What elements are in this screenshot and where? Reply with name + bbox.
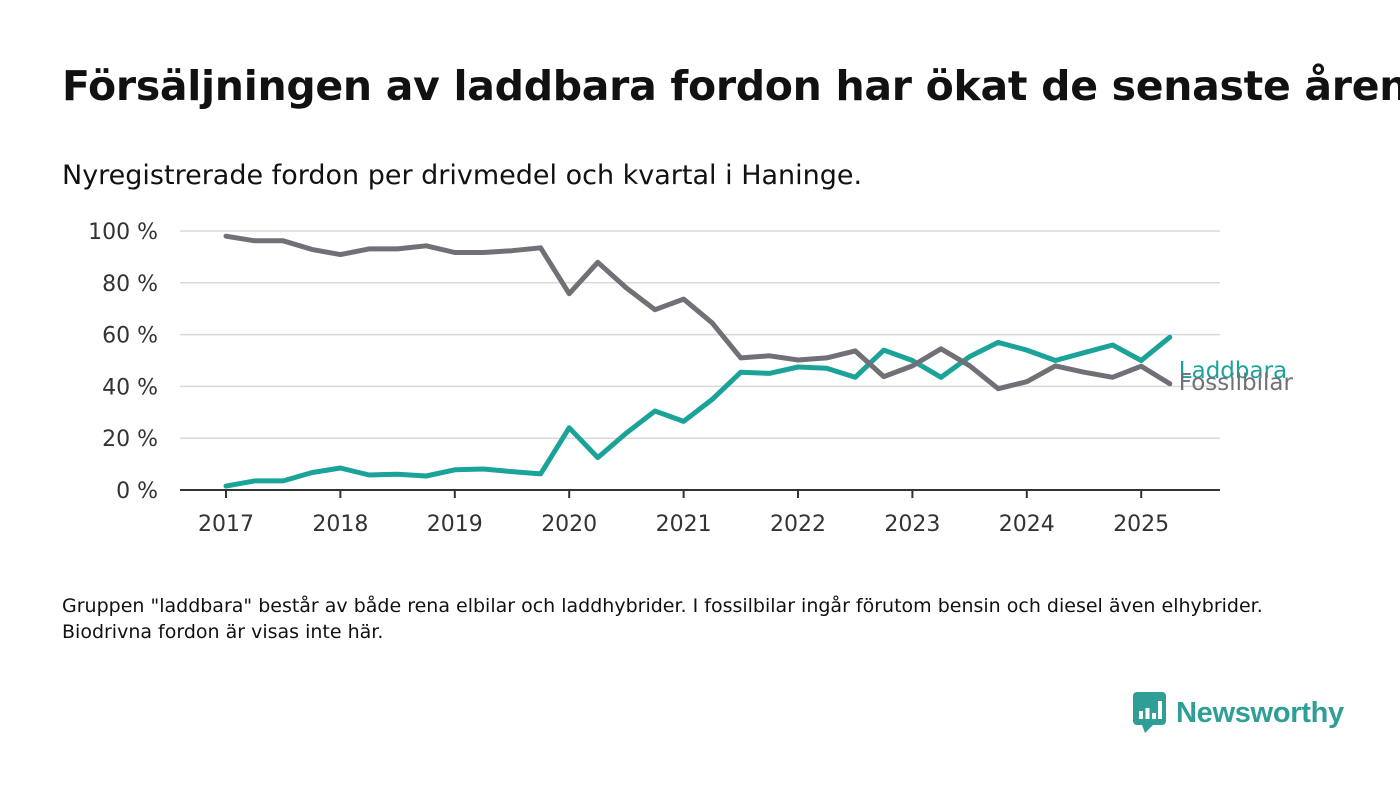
y-tick-label: 40 % (102, 375, 158, 400)
line-chart: 0 % 20 % 40 % 60 % 80 % 100 % 2017 2018 2019 202… (88, 220, 1294, 537)
series-lines (223, 233, 1173, 489)
x-tick-label: 2025 (1113, 512, 1169, 537)
gridlines (180, 230, 1220, 439)
series-label-fossilbilar: Fossilbilar (1179, 370, 1294, 396)
y-tick-label: 60 % (102, 324, 158, 349)
x-tick-label: 2024 (999, 512, 1055, 537)
chart-subtitle: Nyregistrerade fordon per drivmedel och … (62, 160, 863, 191)
x-tick-label: 2022 (770, 512, 826, 537)
brand-logo: Newsworthy (1133, 692, 1344, 734)
footnote: Gruppen "laddbara" består av både rena e… (62, 595, 1263, 643)
x-tick-label: 2023 (884, 512, 940, 537)
x-axis: 2017 2018 2019 2020 2021 2022 2023 2024 2025 (180, 489, 1220, 537)
x-tick-label: 2017 (198, 512, 254, 537)
y-axis-labels: 0 % 20 % 40 % 60 % 80 % 100 % (88, 220, 158, 504)
newsworthy-logo-icon (1133, 692, 1166, 733)
x-tick-label: 2018 (312, 512, 368, 537)
x-tick-label: 2021 (656, 512, 712, 537)
brand-name: Newsworthy (1176, 696, 1344, 729)
x-tick-label: 2019 (427, 512, 483, 537)
y-tick-label: 80 % (102, 272, 158, 297)
chart-title: Försäljningen av laddbara fordon har öka… (62, 62, 1400, 110)
y-tick-label: 0 % (116, 479, 158, 504)
x-tick-label: 2020 (541, 512, 597, 537)
y-tick-label: 20 % (102, 427, 158, 452)
y-tick-label: 100 % (88, 220, 158, 245)
series-line-laddbara (223, 334, 1173, 489)
series-line-fossilbilar (223, 233, 1173, 392)
series-label-laddbara: Laddbara (1179, 358, 1287, 384)
